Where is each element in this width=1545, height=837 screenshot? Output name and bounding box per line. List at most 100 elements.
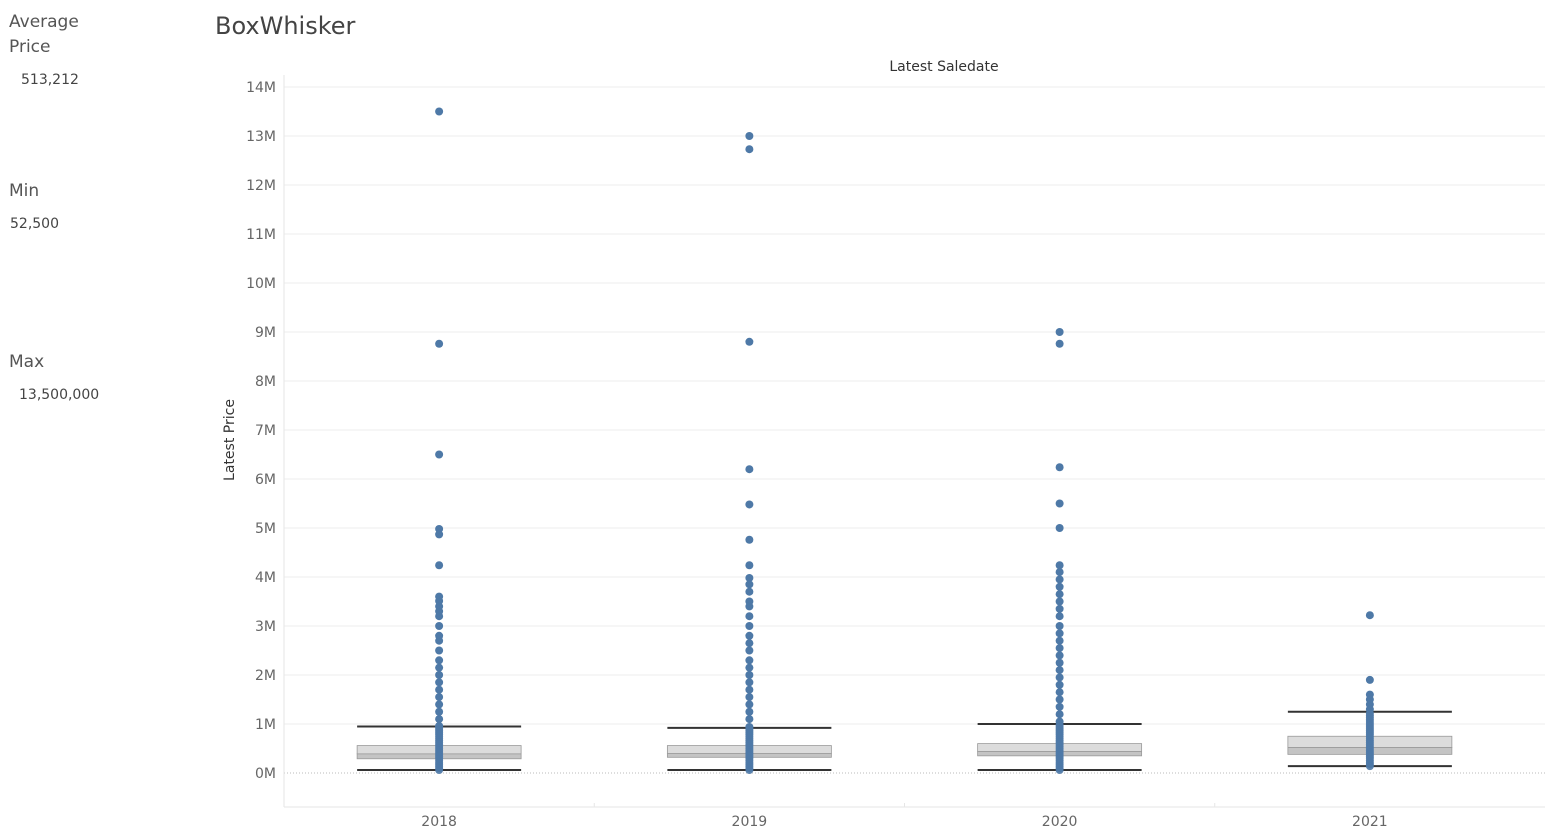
y-tick-label: 8M (255, 374, 276, 390)
outlier-point (1055, 612, 1064, 621)
outlier-point (435, 693, 444, 702)
outlier-point (435, 612, 444, 621)
chart-title: Latest Saledate (889, 59, 998, 75)
outlier-point (435, 107, 444, 116)
outlier-point (1055, 622, 1064, 630)
outlier-point (435, 707, 444, 716)
min-value: 52,500 (10, 216, 59, 232)
outlier-point (435, 721, 444, 730)
outlier-point (1055, 673, 1064, 682)
outlier-point (1055, 582, 1064, 591)
outlier-point (1055, 666, 1064, 675)
y-tick-label: 6M (255, 472, 276, 488)
outlier-point (1055, 524, 1064, 532)
outlier-point (1055, 597, 1064, 606)
outlier-point (1055, 499, 1064, 508)
y-tick-label: 0M (255, 766, 276, 782)
y-tick-label: 3M (255, 619, 276, 635)
outlier-point (745, 646, 754, 655)
outlier-point (1055, 575, 1064, 584)
outlier-point (1055, 702, 1064, 711)
x-tick-label: 2019 (732, 814, 768, 830)
outlier-point (435, 646, 444, 655)
outlier-point (1365, 705, 1374, 714)
y-tick-label: 2M (255, 668, 276, 684)
outlier-point (745, 132, 754, 140)
outlier-point (435, 685, 444, 694)
outlier-point (1055, 644, 1064, 653)
outlier-point (1055, 651, 1064, 660)
outlier-point (745, 337, 754, 346)
outlier-point (745, 602, 754, 611)
outlier-point (745, 715, 754, 724)
outlier-point (745, 500, 754, 509)
outlier-point (745, 622, 754, 630)
outlier-point (745, 671, 754, 679)
outlier-point (435, 530, 444, 539)
outlier-point (745, 678, 754, 687)
x-tick-label: 2018 (421, 814, 457, 830)
x-tick-label: 2021 (1352, 814, 1388, 830)
outlier-point (435, 656, 444, 665)
outlier-point (745, 685, 754, 694)
outlier-point (745, 631, 754, 640)
outlier-point (435, 636, 444, 645)
outlier-point (1055, 629, 1064, 638)
outlier-point (745, 663, 754, 672)
y-tick-label: 9M (255, 325, 276, 341)
outlier-point (435, 450, 444, 459)
gridlines (284, 86, 1545, 774)
y-tick-label: 12M (246, 178, 276, 194)
outlier-point (1365, 675, 1374, 684)
outlier-point (745, 693, 754, 702)
outlier-point (435, 715, 444, 724)
outlier-point (1055, 339, 1064, 348)
y-tick-label: 14M (246, 80, 276, 96)
outlier-point (745, 580, 754, 589)
outlier-point (1055, 561, 1064, 570)
outlier-point (745, 573, 754, 582)
outlier-point (745, 639, 754, 648)
y-tick-label: 10M (246, 276, 276, 292)
y-tick-label: 13M (246, 129, 276, 145)
outlier-point (435, 663, 444, 672)
x-tick-label: 2020 (1042, 814, 1078, 830)
outlier-point (745, 707, 754, 716)
y-tick-label: 7M (255, 423, 276, 439)
outlier-point (1055, 590, 1064, 599)
max-title: Max (9, 352, 45, 372)
outlier-point (435, 700, 444, 709)
outlier-point (1055, 710, 1064, 719)
outlier-point (745, 722, 754, 731)
average-price-value: 513,212 (21, 72, 79, 88)
outlier-point (1055, 695, 1064, 704)
outlier-point (1055, 604, 1064, 613)
axes: 0M 1M 2M 3M 4M 5M 6M 7M 8M 9M 10M 11M 12M 13M 14M 2018 2… (246, 75, 1545, 830)
outlier-point (435, 671, 444, 679)
outlier-point (1055, 717, 1064, 726)
y-tick-label: 4M (255, 570, 276, 586)
min-title: Min (9, 181, 40, 201)
average-price-title: Average Price (9, 10, 79, 60)
y-axis-label: Latest Price (222, 399, 238, 481)
max-value: 13,500,000 (19, 387, 100, 403)
outlier-point (1055, 328, 1064, 336)
outlier-point (745, 465, 754, 474)
outlier-point (435, 678, 444, 687)
dashboard-title: BoxWhisker (215, 12, 356, 40)
outlier-point (745, 612, 754, 621)
outlier-point (1055, 463, 1064, 472)
average-price-title-line2: Price (9, 37, 51, 57)
outlier-point (435, 339, 444, 348)
outlier-point (1055, 658, 1064, 667)
outlier-point (745, 700, 754, 709)
outlier-point (1055, 636, 1064, 645)
outlier-point (745, 587, 754, 596)
data-points (435, 107, 1374, 775)
outlier-point (1055, 568, 1064, 577)
outlier-point (1055, 688, 1064, 697)
boxes (356, 710, 1453, 772)
outlier-point (435, 622, 444, 630)
y-tick-label: 11M (246, 227, 276, 243)
outlier-point (1365, 611, 1374, 620)
